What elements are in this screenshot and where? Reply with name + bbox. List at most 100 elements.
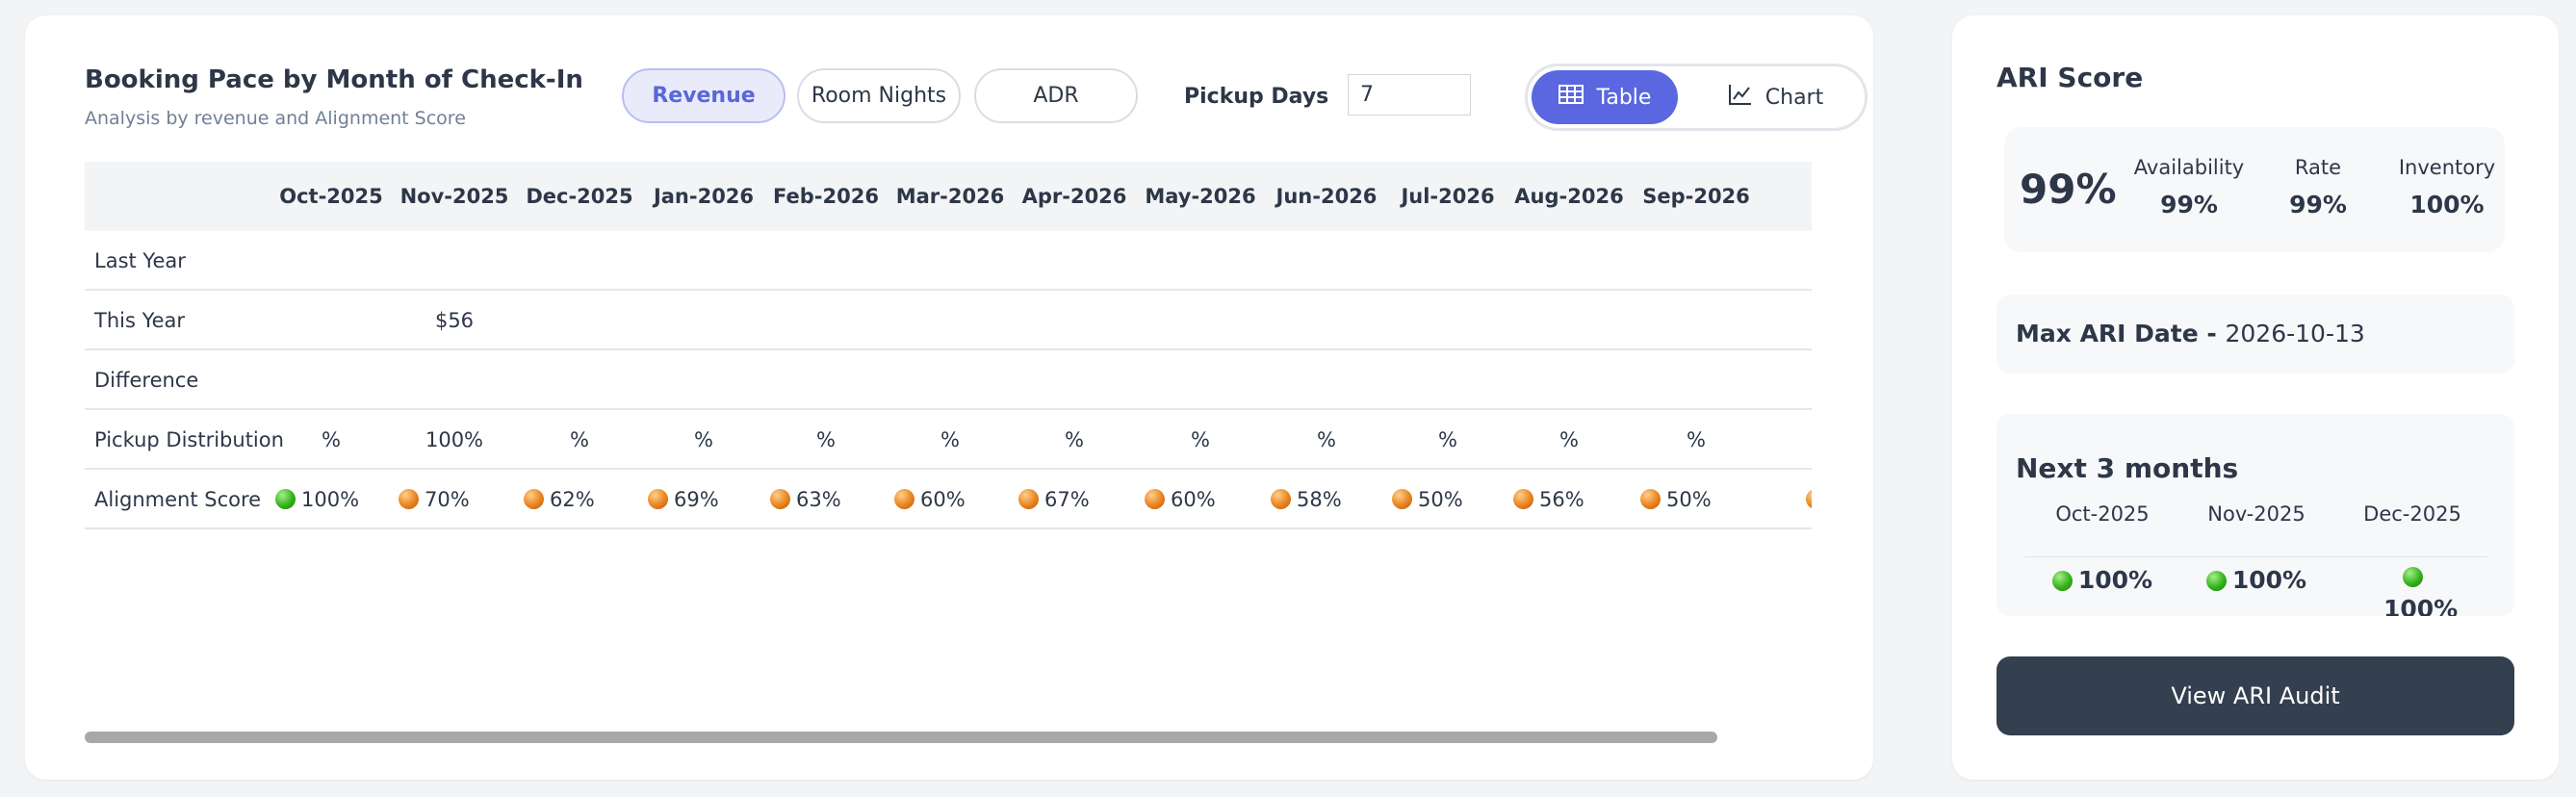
next-month-score: 100% [2035,566,2170,594]
orange-status-dot-icon [524,489,544,509]
view-ari-audit-button[interactable]: View ARI Audit [1996,656,2514,735]
ari-summary: 99% Availability 99% Rate 99% Inventory … [2004,127,2505,252]
row-label: This Year [94,309,186,332]
table-cell [1013,231,1136,291]
next-month-header: Nov-2025 [2189,502,2324,526]
next-month-score: 100% [2189,566,2324,594]
pickup-days-input[interactable] [1348,74,1471,116]
alignment-score-value: 56% [1539,488,1584,511]
table-cell [1386,231,1509,291]
view-table-button[interactable]: Table [1532,70,1678,124]
ari-total-score: 99% [2020,166,2117,213]
month-column-header: Jan-2026 [653,185,755,208]
table-cell [1635,350,1758,410]
next-month-header: Oct-2025 [2035,502,2170,526]
table-cell [1139,350,1262,410]
booking-pace-table: Oct-2025 Nov-2025 Dec-2025 Jan-2026 Feb-2026… [85,162,1812,537]
table-cell [1507,291,1631,350]
table-cell [1265,350,1388,410]
alignment-score-cell: 70% [399,470,522,529]
row-last-year: Last Year [85,231,1812,291]
row-difference: Difference [85,350,1812,410]
orange-status-dot-icon [1018,489,1039,509]
next-month-label: Dec-2025 [2363,502,2461,526]
next-month-score-value: 100% [2231,566,2307,594]
ari-metric-label: Inventory [2398,156,2496,179]
alignment-score-value: 58% [1297,488,1342,511]
table-cell [1507,231,1631,291]
month-column-header: Feb-2026 [773,185,879,208]
alignment-score-cell: 69% [648,470,771,529]
table-icon [1558,85,1584,110]
table-cell [889,231,1012,291]
max-ari-date: Max ARI Date - 2026-10-13 [1996,295,2514,373]
next-month-score-value: 100% [2383,595,2459,616]
table-cell: % [322,428,341,451]
pickup-days-label: Pickup Days [1184,85,1329,109]
metric-tab-room-nights[interactable]: Room Nights [797,68,961,123]
month-column-header: Nov-2025 [399,185,509,208]
view-chart-label: Chart [1765,85,1824,110]
table-cell: % [1559,428,1579,451]
alignment-score-cell: 50% [1640,470,1764,529]
ari-metric-value: 100% [2409,191,2485,219]
table-cell: $56 [434,309,475,332]
row-label: Pickup Distribution [94,428,284,451]
horizontal-scrollbar[interactable] [85,732,1717,743]
table-cell [393,231,516,291]
ari-metric-label: Rate [2294,156,2342,179]
ari-metric-inventory: Inventory 100% [2389,156,2505,219]
row-label: Alignment Score [94,488,262,511]
orange-status-dot-icon [1271,489,1291,509]
table-cell [1386,291,1509,350]
ari-metric-availability: Availability 99% [2131,156,2247,219]
view-chart-button[interactable]: Chart [1699,70,1853,124]
table-cell [1635,231,1758,291]
next-month-label: Oct-2025 [2055,502,2150,526]
orange-status-dot-icon [894,489,914,509]
month-column-header: Aug-2026 [1514,185,1624,208]
orange-status-dot-icon [648,489,668,509]
next-month-score: 100% [2383,560,2458,616]
metric-tab-revenue[interactable]: Revenue [622,68,786,123]
ari-metric-value: 99% [2289,191,2347,219]
table-cell [518,350,641,410]
view-toggle: Table Chart [1525,64,1868,131]
row-pickup-distribution: Pickup Distribution% 100%%%%%%%%%%% [85,410,1812,470]
table-cell [764,350,888,410]
orange-status-dot-icon [1640,489,1661,509]
month-column-header: Dec-2025 [526,185,633,208]
alignment-score-cell: 56% [1513,470,1636,529]
alignment-score-cell: 100% [275,470,399,529]
row-alignment-score: Alignment Score 100% 70% 62% 69% 63% 60% 67% 60%… [85,470,1812,529]
table-cell [1013,350,1136,410]
table-cell: % [1687,428,1706,451]
alignment-score-value: 70% [425,488,470,511]
orange-status-dot-icon [1392,489,1412,509]
month-column-header: Jun-2026 [1275,185,1378,208]
table-cell: % [1317,428,1336,451]
table-cell: % [816,428,836,451]
max-ari-date-value: 2026-10-13 [2225,320,2365,347]
orange-status-dot-icon [399,489,419,509]
booking-pace-card: Booking Pace by Month of Check-In Analys… [25,15,1873,780]
table-cell [393,350,516,410]
table-cell: 100% [425,428,484,451]
alignment-score-cell: 60% [894,470,1018,529]
alignment-score-value: 50% [1418,488,1463,511]
alignment-score-cell: 58% [1271,470,1394,529]
table-cell [518,291,641,350]
month-column-header: Mar-2026 [895,185,1005,208]
table-cell [764,291,888,350]
line-chart-icon [1728,84,1752,111]
orange-status-dot-icon [770,489,790,509]
page-subtitle: Analysis by revenue and Alignment Score [85,108,466,129]
table-cell: % [1191,428,1210,451]
alignment-score-value: 69% [674,488,719,511]
table-cell [642,291,765,350]
metric-tab-adr[interactable]: ADR [974,68,1138,123]
table-cell [518,231,641,291]
ari-score-card: ARI Score 99% Availability 99% Rate 99% … [1952,15,2559,780]
table-cell: % [694,428,713,451]
alignment-score-cell: 63% [770,470,893,529]
